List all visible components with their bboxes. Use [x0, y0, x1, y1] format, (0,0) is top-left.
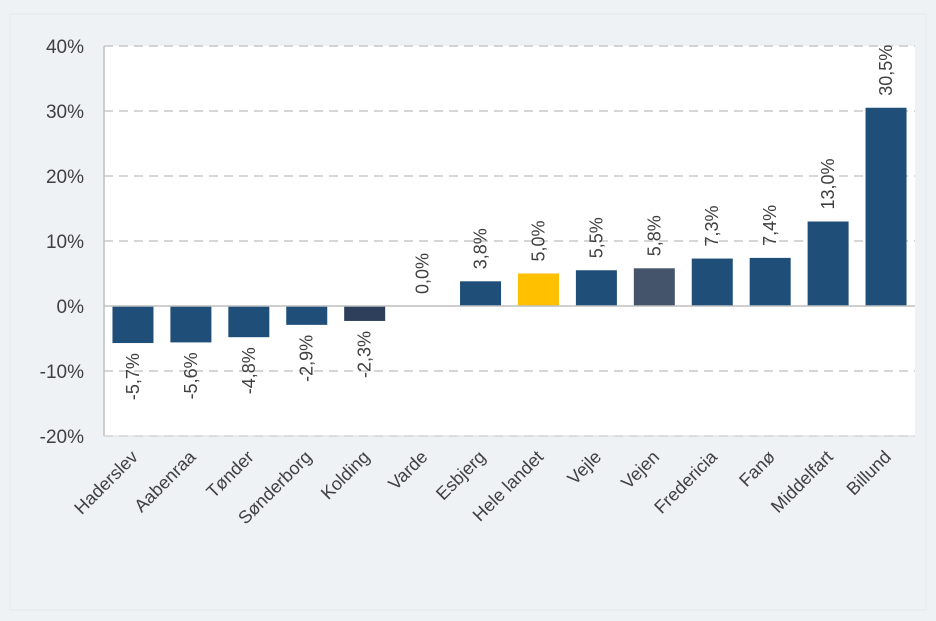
y-tick-label: 20%: [46, 167, 84, 188]
data-label: 3,8%: [471, 228, 491, 269]
data-label: 7,3%: [702, 206, 722, 247]
y-tick-label: 40%: [46, 37, 84, 58]
bar: [517, 273, 559, 306]
y-tick-label: -20%: [40, 427, 84, 448]
data-label: 5,8%: [644, 215, 664, 256]
data-label: 7,4%: [760, 205, 780, 246]
data-label: -2,9%: [297, 335, 317, 382]
bar: [749, 257, 791, 306]
bar: [460, 281, 502, 306]
data-labels: -5,7% -5,6% -4,8% -2,9% -2,3% 0,0% 3,8% 5,0% 5,5…: [123, 45, 896, 400]
bar: [112, 306, 154, 344]
bar: [575, 270, 617, 306]
bar: [228, 306, 270, 338]
data-label: 0,0%: [413, 253, 433, 294]
bar: [633, 268, 675, 306]
data-label: -5,6%: [181, 352, 201, 399]
y-tick-label: 10%: [46, 232, 84, 253]
axes: [103, 46, 915, 437]
bar: [344, 306, 386, 321]
y-tick-label: -10%: [40, 362, 84, 383]
y-tick-label: 30%: [46, 102, 84, 123]
y-tick-label: 0%: [57, 297, 85, 318]
data-label: 30,5%: [876, 45, 896, 96]
data-label: -5,7%: [123, 353, 143, 400]
bar: [807, 221, 849, 306]
bar: [865, 107, 907, 306]
data-label: 5,0%: [528, 220, 548, 261]
bar: [286, 306, 328, 325]
bar: [691, 258, 733, 306]
data-label: 13,0%: [818, 158, 838, 209]
data-label: -4,8%: [239, 347, 259, 394]
bars: [112, 107, 907, 344]
data-label: -2,3%: [355, 331, 375, 378]
gridlines: [104, 45, 915, 437]
bar: [170, 306, 212, 343]
data-label: 5,5%: [586, 217, 606, 258]
